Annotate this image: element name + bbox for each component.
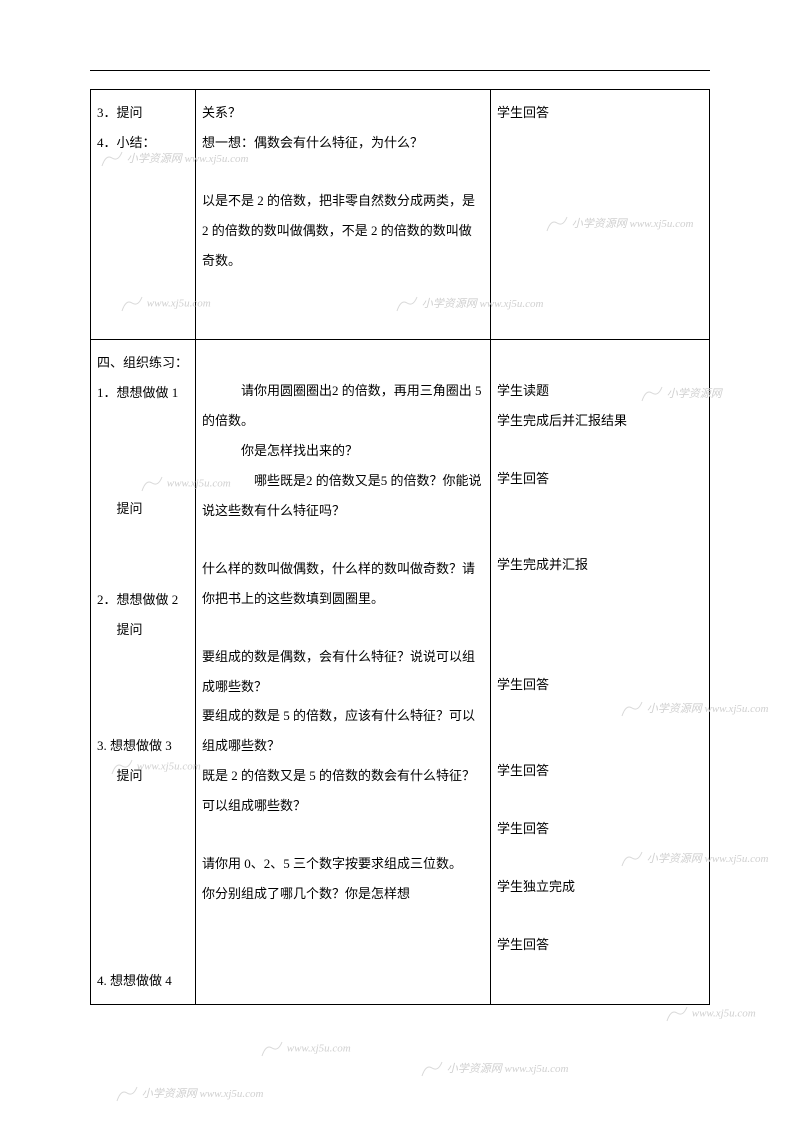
spacer [97,791,189,966]
text-line: 学生回答 [497,670,703,700]
spacer [497,436,703,464]
text-line: 学生读题 [497,376,703,406]
spacer [97,701,189,731]
spacer [497,494,703,550]
text-line: 请你用圆圈圈出2 的倍数，再用三角圈出 5 的倍数。 [202,376,484,436]
text-heading: 四、组织练习： [97,348,189,378]
spacer [97,464,189,494]
spacer [97,408,189,464]
spacer [97,524,189,580]
watermark-url: www.xj5u.com [505,1063,569,1075]
watermark-icon: www.xj5u.com [260,1040,351,1058]
spacer [497,844,703,872]
text-line: 学生独立完成 [497,872,703,902]
spacer [202,614,484,642]
cell-col3-row1: 学生回答 [491,90,710,340]
text-line: 学生完成并汇报 [497,550,703,580]
spacer [497,348,703,376]
watermark-url: www.xj5u.com [705,703,769,715]
watermark-text: 小学资源网 [142,1088,197,1100]
text-line: 4. 想想做做 4 [97,966,189,996]
text-line: 要组成的数是偶数，会有什么特征？说说可以组成哪些数？ [202,642,484,702]
cell-col1-row2: 四、组织练习： 1．想想做做 1 提问 2．想想做做 2 提问 3. 想想做做 … [91,340,196,1004]
text-line: 要组成的数是 5 的倍数，应该有什么特征？可以组成哪些数？ [202,701,484,761]
text-line: 既是 2 的倍数又是 5 的倍数的数会有什么特征？可以组成哪些数？ [202,761,484,821]
text-line: 关系？ [202,98,484,128]
text-line: 什么样的数叫做偶数，什么样的数叫做奇数？请你把书上的这些数填到圆圈里。 [202,554,484,614]
spacer [497,700,703,756]
text-line: 提问 [97,494,189,524]
table-row: 四、组织练习： 1．想想做做 1 提问 2．想想做做 2 提问 3. 想想做做 … [91,340,710,1004]
watermark-url: www.xj5u.com [705,853,769,865]
text-line: 你分别组成了哪几个数？你是怎样想 [202,879,484,909]
spacer [497,902,703,930]
text-line: 学生回答 [497,756,703,786]
spacer [202,348,484,376]
watermark-url: www.xj5u.com [692,1008,756,1020]
watermark-icon: 小学资源网 www.xj5u.com [420,1060,568,1078]
text-line: 学生回答 [497,98,703,128]
text-line: 你是怎样找出来的？ [202,436,484,466]
cell-col1-row1: 3．提问 4．小结： [91,90,196,340]
text-line: 学生回答 [497,464,703,494]
table-row: 3．提问 4．小结： 关系？ 想一想：偶数会有什么特征，为什么？ 以是不是 2 … [91,90,710,340]
spacer [97,645,189,701]
cell-col2-row1: 关系？ 想一想：偶数会有什么特征，为什么？ 以是不是 2 的倍数，把非零自然数分… [196,90,491,340]
text-line: 1．想想做做 1 [97,378,189,408]
cell-col2-row2: 请你用圆圈圈出2 的倍数，再用三角圈出 5 的倍数。 你是怎样找出来的？ 哪些既… [196,340,491,1004]
text-line: 以是不是 2 的倍数，把非零自然数分成两类，是 2 的倍数的数叫做偶数，不是 2… [202,186,484,276]
text-line: 学生回答 [497,930,703,960]
text-line: 4．小结： [97,128,189,158]
spacer [497,580,703,670]
watermark-url: www.xj5u.com [287,1043,351,1055]
text-line: 3．提问 [97,98,189,128]
text-line: 2．想想做做 2 [97,585,189,615]
text-line: 提问 [97,615,189,645]
text-line: 学生回答 [497,814,703,844]
spacer [202,275,484,331]
text-line: 哪些既是2 的倍数又是5 的倍数？你能说说这些数有什么特征吗？ [202,466,484,526]
text-line: 想一想：偶数会有什么特征，为什么？ [202,128,484,158]
text-line: 提问 [97,761,189,791]
watermark-icon: 小学资源网 www.xj5u.com [115,1085,263,1103]
spacer [202,158,484,186]
text-line: 学生完成后并汇报结果 [497,406,703,436]
spacer [202,526,484,554]
watermark-text: 小学资源网 [447,1063,502,1075]
top-divider [90,70,710,71]
lesson-table: 3．提问 4．小结： 关系？ 想一想：偶数会有什么特征，为什么？ 以是不是 2 … [90,89,710,1005]
spacer [202,821,484,849]
watermark-url: www.xj5u.com [200,1088,264,1100]
watermark-icon: www.xj5u.com [665,1005,756,1023]
text-line: 3. 想想做做 3 [97,731,189,761]
spacer [497,786,703,814]
cell-col3-row2: 学生读题 学生完成后并汇报结果 学生回答 学生完成并汇报 学生回答 学生回答 学… [491,340,710,1004]
text-line: 请你用 0、2、5 三个数字按要求组成三位数。 [202,849,484,879]
